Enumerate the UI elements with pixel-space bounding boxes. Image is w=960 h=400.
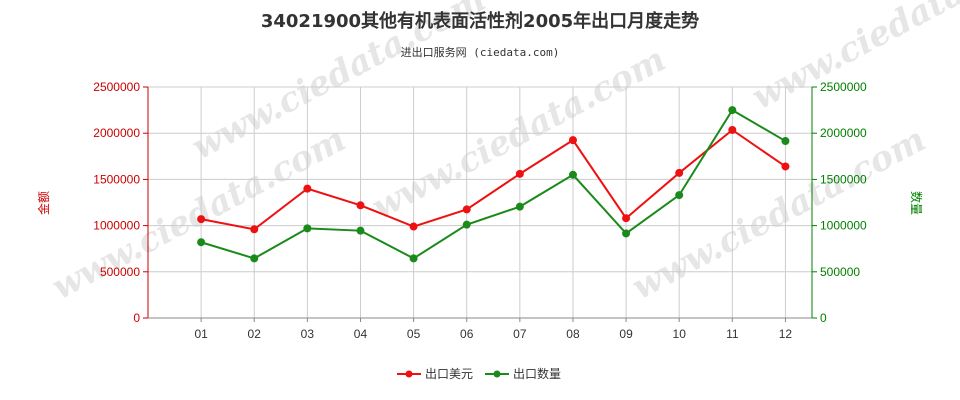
series-point [303,224,312,233]
x-tick-label: 11 [726,327,739,341]
series-layer [197,106,790,263]
x-ticks: 01 02 03 04 05 06 07 08 09 10 11 12 [194,318,792,341]
series-point [728,106,737,115]
y-left-tick-label: 2000000 [93,126,140,140]
y-right-axis-label: 数量 [909,191,924,215]
series-point [197,238,206,247]
y-right-ticks: 0 500000 1000000 1500000 2000000 2500000 [812,80,867,325]
series-point [409,254,418,263]
y-left-tick-label: 0 [133,311,140,325]
series-point [250,254,259,263]
series-point [675,191,684,200]
series-point [515,169,524,178]
legend-label: 出口美元 [425,367,473,381]
series-point [409,222,418,231]
series-point [781,137,790,146]
series-point [675,168,684,177]
watermark-text: www.ciedata.com [745,0,960,118]
y-right-tick-label: 2000000 [820,126,867,140]
y-right-tick-label: 500000 [820,265,860,279]
x-tick-label: 01 [194,327,208,341]
y-left-tick-label: 1000000 [93,219,140,233]
series-point [622,229,631,238]
legend-item: 出口美元 [397,367,473,381]
x-tick-label: 07 [513,327,527,341]
y-right-tick-label: 0 [820,311,827,325]
series-point [515,202,524,211]
y-left-axis-label: 金额 [36,191,51,215]
series-point [568,170,577,179]
series-point [781,162,790,171]
x-tick-label: 09 [619,327,633,341]
y-right-tick-label: 1000000 [820,219,867,233]
series-point [568,136,577,145]
watermark-text: www.ciedata.com [625,119,932,307]
y-right-tick-label: 2500000 [820,80,867,94]
y-left-tick-label: 1500000 [93,172,140,186]
y-right-tick-label: 1500000 [820,172,867,186]
series-point [462,220,471,229]
x-tick-label: 03 [301,327,315,341]
chart-subtitle: 进出口服务网 (ciedata.com) [401,45,560,59]
legend-label: 出口数量 [513,366,561,381]
x-tick-label: 10 [673,327,687,341]
series-point [356,201,365,210]
x-tick-label: 05 [407,327,421,341]
series-point [303,184,312,193]
series-point [622,214,631,223]
x-tick-label: 04 [354,327,368,341]
legend-swatch-marker [493,370,501,378]
legend-item: 出口数量 [485,366,561,381]
x-tick-label: 02 [248,327,262,341]
legend: 出口美元 出口数量 [397,366,561,381]
axes [147,87,813,319]
series-point [728,125,737,134]
y-left-tick-label: 500000 [100,265,140,279]
series-point [197,215,206,224]
series-line [200,128,787,231]
y-left-tick-label: 2500000 [93,80,140,94]
series-1 [197,125,790,234]
series-point [356,226,365,235]
series-2 [197,106,790,263]
y-left-ticks: 0 500000 1000000 1500000 2000000 2500000 [93,80,148,325]
x-tick-label: 08 [566,327,580,341]
series-line [200,108,786,260]
x-tick-label: 12 [779,327,793,341]
series-point [462,205,471,214]
x-tick-label: 06 [460,327,474,341]
chart-title: 34021900其他有机表面活性剂2005年出口月度走势 [261,10,699,32]
series-point [250,225,259,234]
legend-swatch-marker [405,370,413,378]
